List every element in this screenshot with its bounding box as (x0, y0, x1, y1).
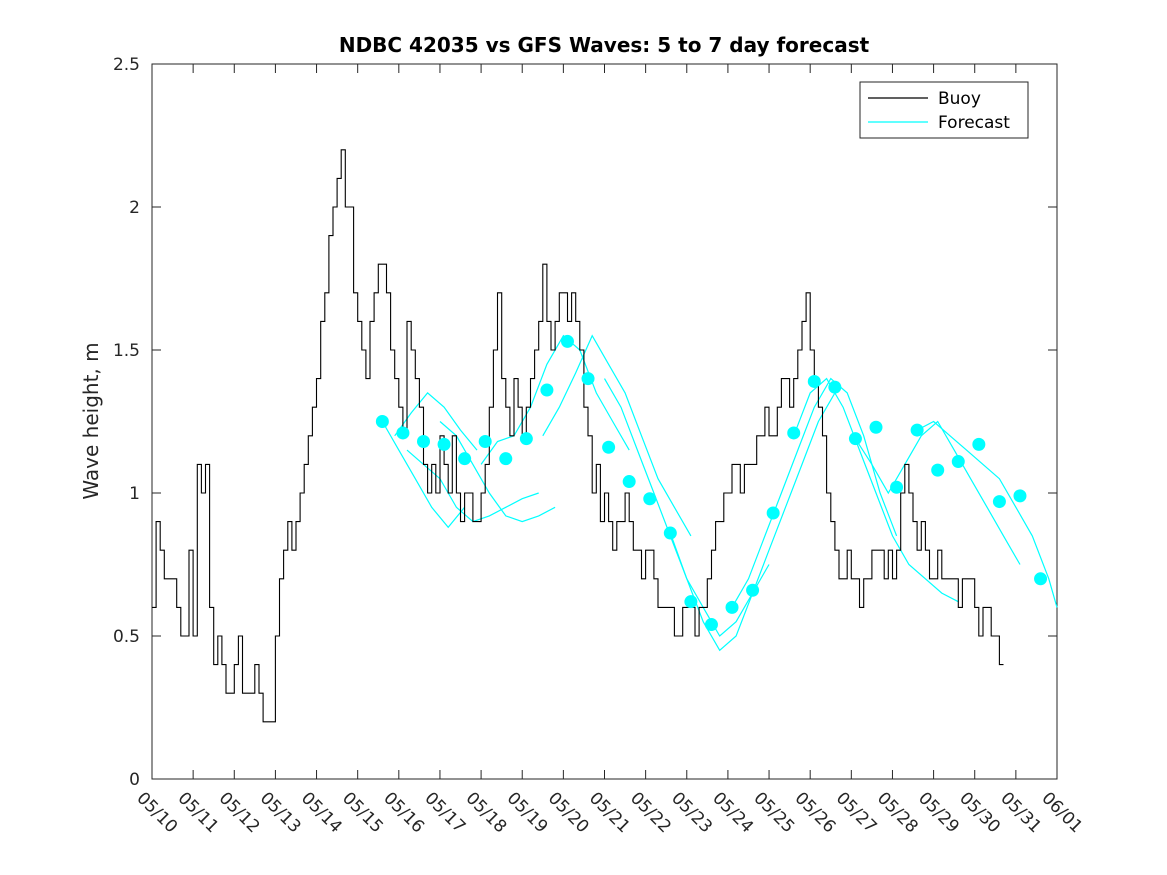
legend-box (859, 81, 1029, 139)
forecast-line (731, 377, 898, 608)
plot-area (152, 149, 1058, 723)
forecast-marker (499, 452, 513, 466)
forecast-marker (663, 526, 677, 540)
legend-label: Forecast (938, 113, 1010, 133)
y-tick-label: 0 (129, 770, 140, 790)
forecast-marker (458, 452, 472, 466)
legend-label: Buoy (938, 89, 981, 109)
forecast-marker (437, 437, 451, 451)
forecast-line (439, 421, 556, 523)
forecast-line (542, 334, 692, 537)
forecast-marker (869, 420, 883, 434)
forecast-marker (375, 415, 389, 428)
forecast-marker (396, 426, 410, 440)
y-tick-label: 2.5 (113, 55, 140, 75)
forecast-marker (1013, 489, 1027, 503)
forecast-marker (951, 455, 965, 469)
forecast-marker (704, 618, 718, 632)
forecast-marker (622, 475, 636, 489)
forecast-line (394, 392, 478, 451)
y-axis-label: Wave height, m (79, 342, 103, 499)
forecast-marker (540, 383, 554, 397)
y-tick-label: 1.5 (113, 341, 140, 361)
forecast-line (854, 420, 1021, 565)
forecast-line (916, 420, 1058, 608)
forecast-line (793, 377, 959, 603)
forecast-marker (560, 334, 574, 348)
forecast-marker (972, 437, 986, 451)
forecast-marker (643, 492, 657, 506)
forecast-marker (684, 595, 698, 609)
chart-title: NDBC 42035 vs GFS Waves: 5 to 7 day fore… (339, 33, 870, 57)
y-tick-label: 2 (129, 198, 140, 218)
forecast-marker (931, 463, 945, 477)
forecast-marker (828, 380, 842, 394)
legend: Buoy Forecast (859, 81, 1029, 139)
forecast-marker (519, 432, 533, 446)
forecast-marker (478, 435, 492, 449)
forecast-marker (807, 374, 821, 388)
buoy-line (152, 149, 1004, 723)
forecast-marker (910, 423, 924, 437)
forecast-marker (1034, 572, 1048, 586)
y-tick-label: 1 (129, 484, 140, 504)
y-tick-label: 0.5 (113, 627, 140, 647)
forecast-marker (581, 372, 595, 386)
forecast-marker (602, 440, 616, 454)
forecast-marker (725, 600, 739, 614)
forecast-marker (848, 432, 862, 446)
forecast-marker (890, 480, 904, 494)
forecast-marker (746, 583, 760, 597)
forecast-marker (766, 506, 780, 520)
forecast-marker (992, 495, 1006, 509)
forecast-marker (787, 426, 801, 440)
forecast-marker (417, 435, 430, 449)
forecast-line (381, 421, 466, 529)
